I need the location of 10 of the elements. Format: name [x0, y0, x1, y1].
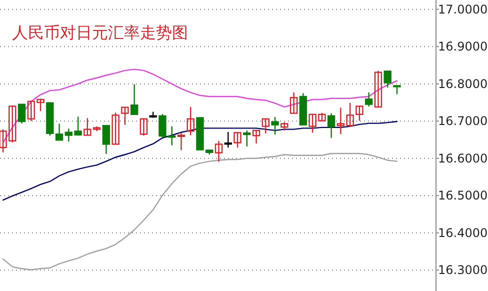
- text: 人民币对日元汇率走势图: [12, 23, 188, 42]
- y-tick-label: 16.8000: [438, 76, 488, 91]
- line-series: [2, 152, 398, 270]
- y-tick-label: 16.3000: [438, 263, 488, 278]
- y-tick-label: 16.5000: [438, 188, 488, 203]
- y-tick-label: 16.7000: [438, 114, 488, 128]
- y-tick-label: 16.9000: [438, 40, 488, 54]
- y-tick-label: 16.4000: [438, 226, 488, 240]
- y-tick-label: 16.6000: [438, 151, 488, 166]
- y-tick-label: 17.0000: [438, 2, 488, 16]
